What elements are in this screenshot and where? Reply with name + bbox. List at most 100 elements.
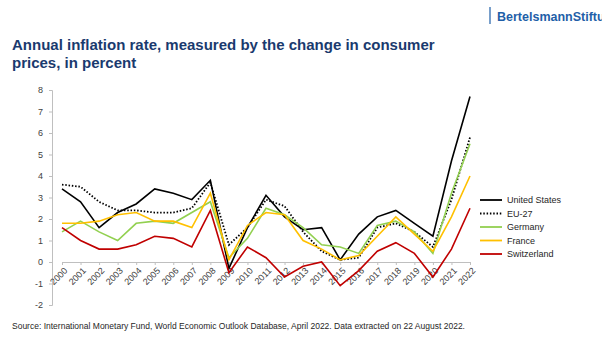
y-tick-label: 3 [38,193,43,203]
x-tick-mark [136,262,137,265]
y-tick: 7 [38,107,52,117]
x-tick-label: 2011 [253,266,274,287]
y-tick: 5 [38,150,52,160]
legend-label: United States [507,195,562,205]
brand-bar [489,7,490,24]
y-tick-mark [49,305,52,306]
x-tick: 2000 [48,262,69,287]
x-tick-label: 2019 [401,266,422,287]
x-tick: 2005 [141,262,162,287]
y-tick-mark [49,133,52,134]
legend-swatch [480,253,502,255]
x-tick: 2017 [363,262,384,287]
legend-swatch [480,240,502,242]
x-tick-label: 2001 [67,266,88,287]
y-tick: 3 [38,193,52,203]
x-tick-mark [81,262,82,265]
y-tick-mark [49,176,52,177]
x-tick-label: 2017 [363,266,384,287]
x-tick: 2020 [419,262,440,287]
y-axis-line [49,91,53,306]
series-line [62,144,470,258]
y-tick: 1 [38,236,52,246]
chart: BertelsmannStiftung Annual inflation rate… [0,0,602,339]
x-tick: 2003 [104,262,125,287]
x-tick-mark [396,262,397,265]
y-tick: 8 [38,85,52,95]
x-tick-mark [155,262,156,265]
y-tick: 4 [38,171,52,181]
y-tick-label: -2 [35,300,43,310]
brand: BertelsmannStiftung [497,10,602,24]
x-tick-mark [470,262,471,265]
x-tick-label: 2006 [159,266,180,287]
x-tick-mark [62,262,63,265]
x-tick-label: 2004 [122,266,143,287]
series-line [62,137,470,260]
y-tick-label: 2 [38,214,43,224]
x-tick-mark [229,262,230,265]
x-tick-label: 2014 [308,266,329,287]
x-tick-mark [99,262,100,265]
x-tick-label: 2021 [438,266,459,287]
y-tick-label: 5 [38,150,43,160]
y-tick-mark [49,219,52,220]
x-tick-label: 2020 [419,266,440,287]
x-tick-label: 2005 [141,266,162,287]
x-tick-mark [340,262,341,265]
x-tick-mark [433,262,434,265]
x-tick: 2022 [456,262,477,287]
x-tick: 2002 [85,262,106,287]
y-tick-mark [49,241,52,242]
lines [62,96,470,285]
x-tick-mark [414,262,415,265]
x-tick-label: 2008 [197,266,218,287]
x-tick-label: 2016 [345,266,366,287]
x-tick-mark [247,262,248,265]
legend: United States EU-27 Germany France Switzerla… [480,195,562,259]
x-tick: 2001 [67,262,88,287]
y-axis: -2 -1 0 1 2 3 4 5 6 7 8 [35,85,53,310]
x-tick: 2006 [159,262,180,287]
series-line [62,208,470,285]
x-tick-mark [192,262,193,265]
x-tick-mark [173,262,174,265]
y-tick-label: 8 [38,85,43,95]
legend-label: Switzerland [507,249,554,259]
x-tick-label: 2012 [271,266,292,287]
title: Annual inflation rate, measured by the c… [12,36,435,71]
y-tick: -2 [35,300,52,310]
x-tick-label: 2010 [234,266,255,287]
x-tick-mark [303,262,304,265]
legend-label: Germany [507,222,545,232]
x-tick-label: 2022 [456,266,477,287]
x-tick: 2014 [308,262,329,287]
series-line [62,96,470,268]
x-tick: 2008 [197,262,218,287]
x-tick-mark [359,262,360,265]
x-tick-mark [451,262,452,265]
x-tick-mark [377,262,378,265]
y-tick-label: 1 [38,236,43,246]
y-tick-label: -1 [35,279,43,289]
x-tick-label: 2003 [104,266,125,287]
x-tick-label: 2015 [326,266,347,287]
legend-label: EU-27 [507,209,533,219]
y-tick-label: 0 [38,257,43,267]
source: Source: International Monetary Fund, Wor… [12,321,465,331]
x-tick-label: 2018 [382,266,403,287]
y-tick-label: 4 [38,171,43,181]
y-tick: 6 [38,128,52,138]
y-tick: 2 [38,214,52,224]
legend-label: France [507,236,535,246]
x-tick: 2018 [382,262,403,287]
x-tick-mark [210,262,211,265]
x-tick-label: 2000 [48,266,69,287]
x-tick: 2011 [253,262,274,286]
x-tick: 2019 [401,262,422,287]
x-tick-label: 2002 [85,266,106,287]
x-axis: 2000200120022003200420052006200720082009… [48,262,477,287]
x-tick: 2004 [122,262,143,287]
y-tick-mark [49,90,52,91]
legend-swatch [480,199,502,201]
